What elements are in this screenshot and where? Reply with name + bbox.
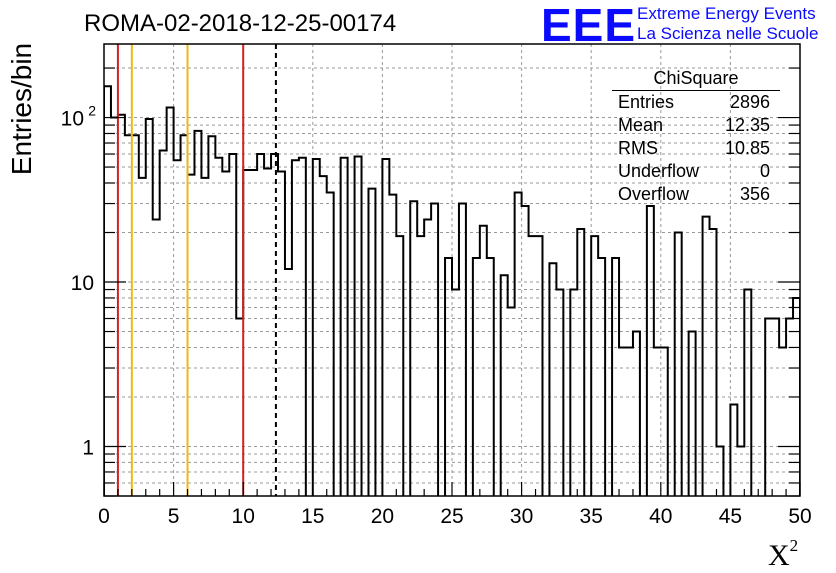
stats-label: RMS <box>618 138 658 158</box>
stats-value: 2896 <box>729 92 770 112</box>
x-tick-label: 10 <box>232 505 255 528</box>
histogram-bars <box>104 85 800 496</box>
y-tick-label: 1 <box>82 436 94 459</box>
x-tick-label: 50 <box>788 505 811 528</box>
x-tick-label: 15 <box>301 505 324 528</box>
stats-row-underflow: Underflow 0 <box>612 160 780 183</box>
x-tick-label: 40 <box>649 505 672 528</box>
y-tick-exponent: 2 <box>88 103 96 119</box>
x-tick-label: 20 <box>371 505 394 528</box>
y-tick-label: 10 <box>71 272 94 295</box>
x-tick-label: 30 <box>510 505 533 528</box>
y-tick-label: 10 <box>61 108 84 131</box>
stats-value: 356 <box>739 184 770 204</box>
stats-row-entries: Entries 2896 <box>612 91 780 114</box>
stats-row-rms: RMS 10.85 <box>612 137 780 160</box>
reference-lines <box>116 44 277 496</box>
x-tick-label: 35 <box>580 505 603 528</box>
stats-value: 12.35 <box>724 115 770 135</box>
eee-logo-line2: La Scienza nelle Scuole <box>637 24 819 43</box>
x-tick-label: 0 <box>98 505 110 528</box>
stats-row-overflow: Overflow 356 <box>612 183 780 206</box>
stats-title: ChiSquare <box>612 66 780 91</box>
x-axis-label-sup: 2 <box>789 536 799 555</box>
y-axis-label: Entries/bin <box>6 42 37 176</box>
grid <box>104 44 800 497</box>
stats-box: ChiSquare Entries 2896 Mean 12.35 RMS 10.85… <box>612 66 780 206</box>
stats-label: Underflow <box>618 161 700 181</box>
x-axis-label-base: X <box>768 539 790 572</box>
stats-label: Mean <box>618 115 664 135</box>
chart-title: ROMA-02-2018-12-25-00174 <box>84 10 397 37</box>
stats-label: Entries <box>618 92 675 112</box>
histogram-outline <box>104 85 800 496</box>
stats-row-mean: Mean 12.35 <box>612 114 780 137</box>
x-tick-label: 45 <box>719 505 742 528</box>
x-tick-label: 25 <box>440 505 463 528</box>
eee-logo: EEE <box>541 0 637 51</box>
stats-value: 10.85 <box>724 138 770 158</box>
stats-label: Overflow <box>618 184 690 204</box>
eee-logo-line1: Extreme Energy Events <box>637 4 816 23</box>
x-axis-label: X2 <box>768 536 798 573</box>
stats-value: 0 <box>759 161 770 181</box>
x-tick-label: 5 <box>168 505 180 528</box>
